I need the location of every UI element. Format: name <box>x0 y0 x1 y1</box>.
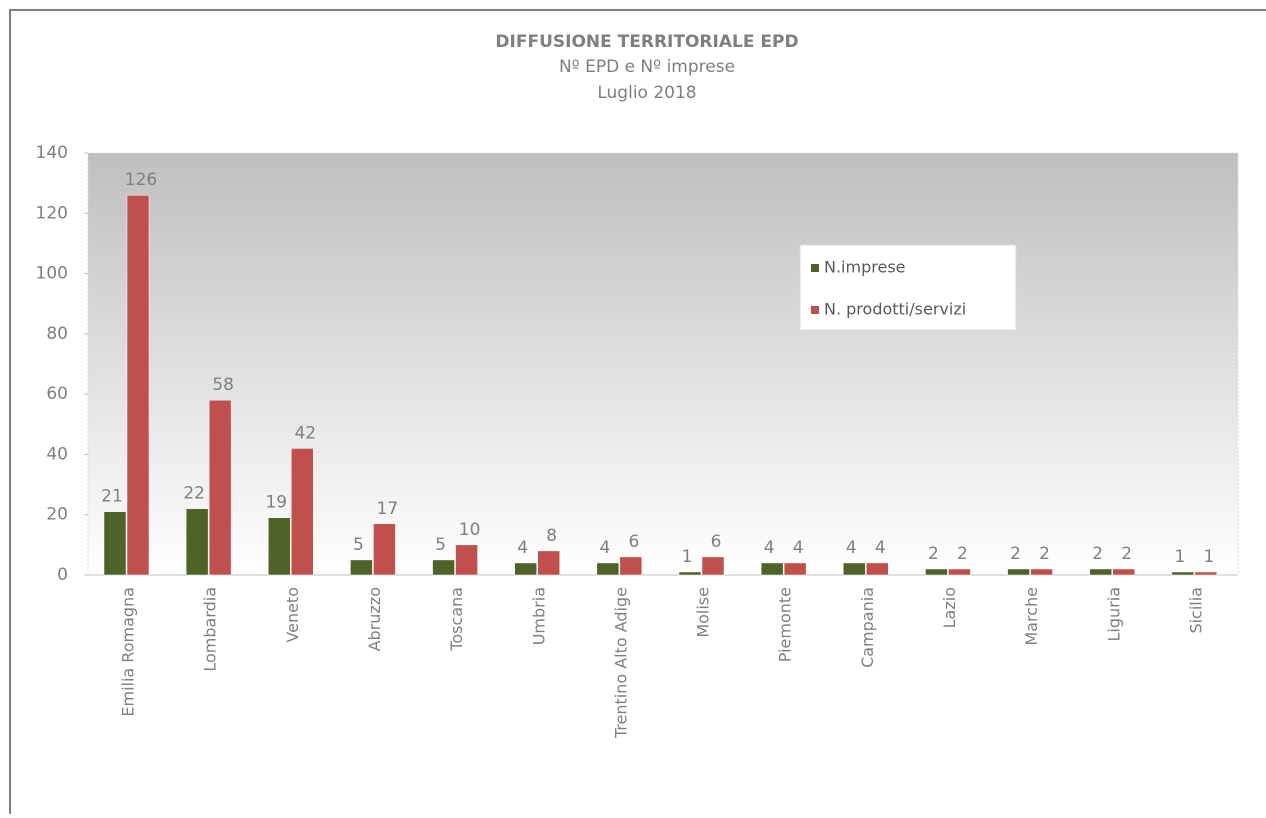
chart-subtitle: Luglio 2018 <box>597 83 696 103</box>
x-tick-label: Umbria <box>529 587 548 645</box>
bar <box>925 568 948 576</box>
y-tick-label: 40 <box>46 444 68 464</box>
bar <box>126 194 150 576</box>
bar <box>843 562 866 576</box>
value-label: 1 <box>1174 547 1185 567</box>
bar <box>678 571 702 576</box>
value-label: 2 <box>928 544 939 564</box>
value-label: 4 <box>599 538 610 558</box>
y-tick-label: 120 <box>36 203 68 223</box>
value-label: 4 <box>875 538 886 558</box>
value-label: 8 <box>546 526 557 546</box>
y-tick-label: 100 <box>36 264 68 284</box>
x-tick-label: Marche <box>1022 587 1041 646</box>
bar <box>291 448 314 576</box>
value-label: 2 <box>1010 544 1021 564</box>
legend-box <box>799 244 1017 331</box>
y-tick-label: 80 <box>46 324 68 344</box>
value-label: 22 <box>183 484 205 504</box>
x-tick-label: Lombardia <box>201 587 220 672</box>
x-tick-label: Sicilia <box>1186 587 1205 634</box>
value-label: 2 <box>1039 544 1050 564</box>
value-label: 2 <box>1092 544 1103 564</box>
bar <box>1171 571 1195 576</box>
bar <box>1194 571 1218 576</box>
bar <box>948 568 971 576</box>
bar <box>208 399 232 576</box>
value-label: 4 <box>764 538 775 558</box>
chart-subtitle: Nº EPD e Nº imprese <box>559 57 735 77</box>
bar <box>760 562 784 576</box>
bar <box>373 523 396 576</box>
plot-area <box>87 152 1239 576</box>
bar <box>1112 568 1135 576</box>
y-tick-label: 0 <box>57 565 68 585</box>
value-label: 4 <box>846 538 857 558</box>
value-label: 19 <box>265 493 287 513</box>
bar <box>619 556 643 576</box>
value-label: 5 <box>435 535 446 555</box>
value-label: 126 <box>125 170 157 190</box>
value-label: 4 <box>793 538 804 558</box>
bar <box>514 562 537 576</box>
frame <box>9 9 1266 814</box>
bar <box>103 511 127 576</box>
bar <box>185 508 209 576</box>
bar <box>866 562 889 576</box>
value-label: 58 <box>212 375 234 395</box>
bar <box>537 550 560 576</box>
x-tick-label: Trentino Alto Adige <box>611 587 630 739</box>
value-label: 2 <box>957 544 968 564</box>
value-label: 21 <box>101 487 123 507</box>
x-tick-label: Liguria <box>1104 587 1123 641</box>
value-label: 2 <box>1121 544 1132 564</box>
legend-label: N. prodotti/servizi <box>824 300 966 319</box>
bar <box>1089 568 1112 576</box>
legend-marker <box>811 264 819 272</box>
bar <box>701 556 725 576</box>
bar <box>455 544 478 576</box>
value-label: 5 <box>353 535 364 555</box>
x-tick-label: Piemonte <box>776 587 795 662</box>
value-label: 10 <box>459 520 481 540</box>
value-label: 6 <box>711 532 722 552</box>
value-label: 1 <box>682 547 693 567</box>
bar <box>350 559 373 576</box>
value-label: 42 <box>294 423 316 443</box>
x-tick-label: Emilia Romagna <box>119 587 138 717</box>
bar <box>432 559 455 576</box>
bar <box>1007 568 1030 576</box>
legend-label: N.imprese <box>824 258 906 277</box>
x-tick-label: Lazio <box>940 587 959 628</box>
legend-marker <box>811 306 819 314</box>
bar <box>1030 568 1053 576</box>
bar <box>783 562 807 576</box>
value-label: 4 <box>517 538 528 558</box>
x-tick-label: Abruzzo <box>365 587 384 651</box>
y-tick-label: 60 <box>46 384 68 404</box>
x-tick-label: Toscana <box>447 587 466 652</box>
x-tick-label: Veneto <box>283 587 302 643</box>
chart-title: DIFFUSIONE TERRITORIALE EPD <box>495 32 798 52</box>
bar <box>596 562 620 576</box>
x-tick-label: Campania <box>858 587 877 668</box>
bar <box>268 517 291 576</box>
value-label: 6 <box>628 532 639 552</box>
y-tick-label: 20 <box>46 505 68 525</box>
value-label: 17 <box>377 499 399 519</box>
value-label: 1 <box>1203 547 1214 567</box>
y-tick-label: 140 <box>36 143 68 163</box>
x-tick-label: Molise <box>694 587 713 638</box>
